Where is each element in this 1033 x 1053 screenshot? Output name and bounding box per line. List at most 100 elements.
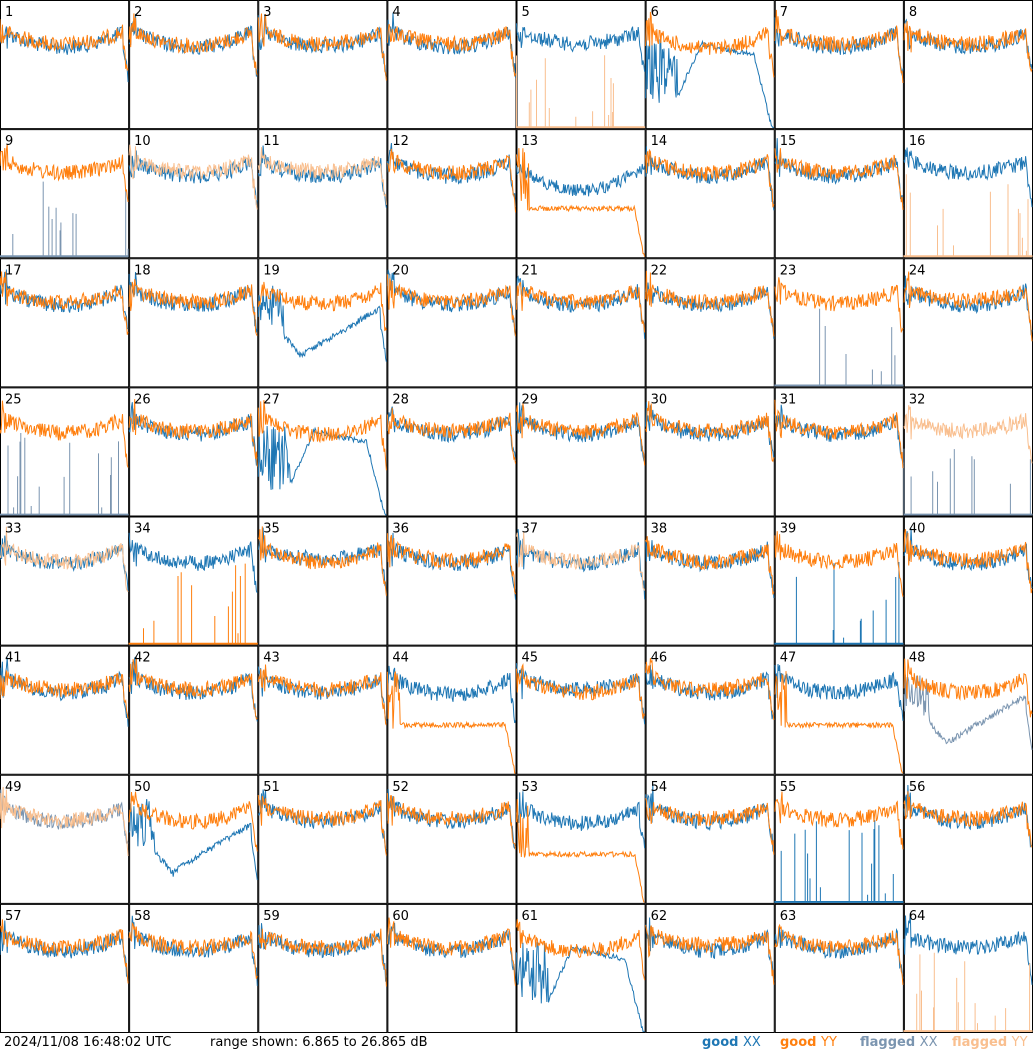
- panel-frame: [0, 645, 130, 775]
- panel-label: 17: [5, 263, 22, 278]
- panel-47: 47: [774, 645, 904, 775]
- panel-frame: [0, 129, 130, 259]
- panel-frame: [903, 129, 1033, 259]
- panel-53: 53: [516, 774, 646, 904]
- panel-27: 27: [257, 387, 388, 517]
- panel-label: 49: [5, 780, 22, 795]
- series-xx-panel-32: [903, 448, 1033, 516]
- panel-frame: [258, 0, 388, 130]
- panel-6: 6: [645, 0, 775, 130]
- series-xx-panel-25: [0, 433, 129, 516]
- panel-16: 16: [903, 129, 1033, 259]
- panel-13: 13: [516, 129, 646, 259]
- panel-frame: [903, 774, 1033, 904]
- panel-62: 62: [645, 903, 775, 1033]
- series-yy-panel-52: [386, 793, 516, 850]
- series-yy-panel-51: [257, 794, 387, 856]
- series-yy-panel-31: [774, 399, 904, 469]
- panel-33: 33: [0, 516, 130, 646]
- series-xx-panel-50: [128, 798, 258, 881]
- panel-frame: [774, 774, 904, 904]
- series-xx-panel-16: [903, 147, 1033, 208]
- series-xx-panel-49: [0, 789, 129, 844]
- panel-44: 44: [386, 645, 517, 775]
- series-xx-panel-45: [516, 663, 646, 725]
- series-xx-panel-64: [903, 912, 1033, 985]
- panel-frame: [387, 774, 517, 904]
- panel-label: 43: [263, 651, 280, 666]
- series-yy-panel-60: [386, 917, 516, 986]
- panel-frame: [129, 516, 259, 646]
- panel-label: 24: [909, 263, 926, 278]
- series-yy-panel-15: [774, 148, 904, 210]
- panel-frame: [903, 0, 1033, 130]
- series-yy-panel-56: [903, 791, 1033, 848]
- panel-frame: [516, 516, 646, 646]
- series-yy-panel-25: [0, 400, 129, 468]
- panel-8: 8: [903, 0, 1033, 130]
- series-yy-panel-49: [0, 786, 129, 857]
- panel-34: 34: [128, 516, 259, 646]
- series-yy-panel-34: [128, 563, 258, 645]
- panel-label: 44: [392, 651, 409, 666]
- panel-label: 28: [392, 392, 409, 407]
- series-xx-panel-6: [645, 39, 774, 128]
- series-xx-panel-5: [516, 23, 646, 72]
- panel-20: 20: [386, 258, 517, 388]
- panel-frame: [903, 258, 1033, 388]
- series-xx-panel-53: [516, 791, 646, 849]
- panel-64: 64: [903, 903, 1033, 1033]
- panel-label: 36: [392, 522, 409, 537]
- panel-label: 58: [134, 909, 151, 924]
- panel-label: 26: [134, 392, 151, 407]
- panel-frame: [903, 516, 1033, 646]
- series-yy-panel-22: [645, 270, 775, 337]
- range-label: range shown: 6.865 to 26.865 dB: [210, 1035, 428, 1050]
- panel-30: 30: [645, 387, 775, 517]
- panel-frame: [129, 0, 259, 130]
- panel-label: 46: [651, 651, 668, 666]
- panel-14: 14: [645, 129, 775, 259]
- panel-55: 55: [774, 774, 904, 904]
- panel-label: 30: [651, 392, 668, 407]
- series-yy-panel-58: [128, 921, 258, 979]
- series-yy-panel-39: [774, 531, 904, 597]
- panel-42: 42: [128, 645, 259, 775]
- series-yy-panel-33: [0, 526, 129, 593]
- panel-label: 8: [909, 5, 917, 20]
- panel-28: 28: [386, 387, 517, 517]
- series-xx-panel-15: [774, 138, 904, 206]
- panel-label: 61: [522, 909, 539, 924]
- panel-61: 61: [516, 903, 646, 1033]
- panel-frame: [774, 645, 904, 775]
- panel-label: 31: [780, 392, 797, 407]
- series-yy-panel-35: [257, 526, 387, 596]
- series-yy-panel-41: [0, 670, 129, 719]
- panel-7: 7: [774, 0, 904, 130]
- series-yy-panel-43: [257, 664, 387, 726]
- panel-label: 23: [780, 263, 797, 278]
- panel-frame: [516, 387, 646, 517]
- panel-frame: [774, 903, 904, 1033]
- panel-26: 26: [128, 387, 259, 517]
- series-yy-panel-50: [128, 791, 258, 852]
- series-yy-panel-45: [516, 663, 646, 719]
- panel-label: 34: [134, 522, 151, 537]
- panel-label: 52: [392, 780, 409, 795]
- series-xx-panel-34: [128, 532, 258, 594]
- panel-label: 22: [651, 263, 668, 278]
- series-yy-panel-9: [0, 143, 129, 202]
- series-yy-panel-6: [645, 11, 775, 78]
- panel-frame: [645, 645, 775, 775]
- series-yy-panel-13: [516, 148, 646, 257]
- panel-22: 22: [645, 258, 775, 388]
- panel-label: 14: [651, 134, 668, 149]
- series-yy-panel-46: [645, 657, 775, 720]
- series-yy-panel-62: [645, 924, 775, 985]
- panel-label: 27: [263, 392, 280, 407]
- panel-frame: [258, 903, 388, 1033]
- panel-label: 13: [522, 134, 539, 149]
- panel-frame: [129, 387, 259, 517]
- panel-frame: [645, 258, 775, 388]
- panel-10: 10: [128, 129, 259, 259]
